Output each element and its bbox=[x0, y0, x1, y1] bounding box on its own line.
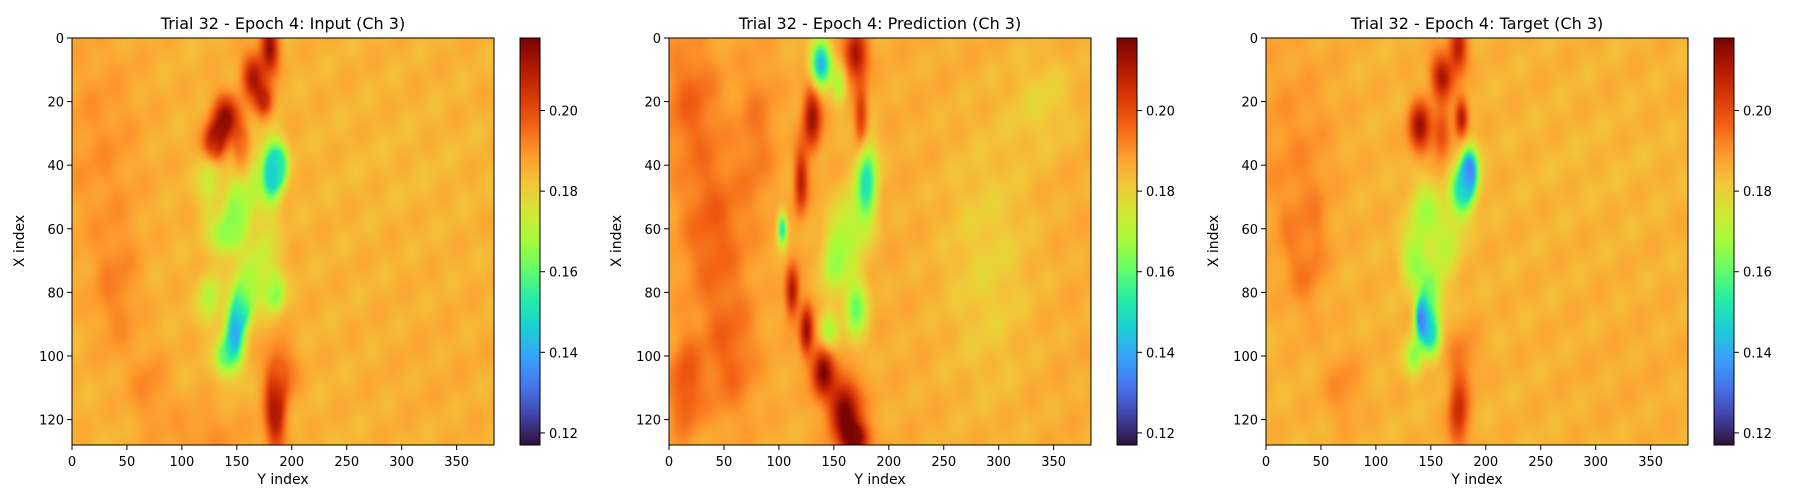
colorbar-ticks: 0.12 0.14 0.16 0.18 0.20 bbox=[1137, 105, 1175, 442]
x-tick-label: 150 bbox=[821, 455, 846, 470]
colorbar-tick-label: 0.20 bbox=[549, 105, 578, 120]
y-tick-label: 100 bbox=[1233, 350, 1258, 365]
colorbar-tick-label: 0.16 bbox=[1146, 266, 1175, 281]
x-tick-label: 200 bbox=[1473, 455, 1498, 470]
y-tick-label: 80 bbox=[644, 286, 661, 301]
x-tick-label: 250 bbox=[334, 455, 359, 470]
x-tick-label: 300 bbox=[986, 455, 1011, 470]
x-tick-label: 350 bbox=[1041, 455, 1066, 470]
x-tick-label: 350 bbox=[444, 455, 469, 470]
y-tick-label: 20 bbox=[644, 96, 661, 111]
y-tick-label: 0 bbox=[1250, 32, 1258, 47]
y-tick-label: 120 bbox=[1233, 414, 1258, 429]
y-tick-label: 0 bbox=[56, 32, 64, 47]
x-tick-label: 100 bbox=[766, 455, 791, 470]
y-tick-label: 100 bbox=[636, 350, 661, 365]
colorbar-image bbox=[1714, 38, 1734, 445]
y-axis-ticks: 0 20 40 60 80 100 120 bbox=[636, 32, 669, 429]
x-tick-label: 300 bbox=[1583, 455, 1608, 470]
panel-title: Trial 32 - Epoch 4: Prediction (Ch 3) bbox=[738, 14, 1021, 33]
colorbar-tick-label: 0.20 bbox=[1743, 105, 1772, 120]
panel-target: Trial 32 - Epoch 4: Target (Ch 3) 0 50 100… bbox=[1206, 14, 1772, 488]
heatmap-image bbox=[72, 38, 494, 445]
colorbar-tick-label: 0.12 bbox=[1743, 427, 1772, 442]
y-tick-label: 60 bbox=[644, 223, 661, 238]
x-axis-ticks: 0 50 100 150 200 250 300 350 bbox=[1262, 445, 1663, 470]
colorbar-tick-label: 0.16 bbox=[549, 266, 578, 281]
y-axis-label: X index bbox=[1206, 215, 1222, 267]
y-tick-label: 20 bbox=[1241, 96, 1258, 111]
colorbar-ticks: 0.12 0.14 0.16 0.18 0.20 bbox=[1734, 105, 1772, 442]
panel-input: Trial 32 - Epoch 4: Input (Ch 3) 0 50 100 1… bbox=[12, 14, 578, 488]
y-tick-label: 60 bbox=[1241, 223, 1258, 238]
colorbar-tick-label: 0.20 bbox=[1146, 105, 1175, 120]
y-tick-label: 80 bbox=[47, 286, 64, 301]
y-axis-label: X index bbox=[12, 215, 28, 267]
x-tick-label: 100 bbox=[169, 455, 194, 470]
heatmap-image bbox=[669, 38, 1091, 445]
x-tick-label: 50 bbox=[1313, 455, 1330, 470]
colorbar-tick-label: 0.12 bbox=[549, 427, 578, 442]
colorbar-image bbox=[520, 38, 540, 445]
colorbar-tick-label: 0.14 bbox=[1146, 346, 1175, 361]
y-tick-label: 120 bbox=[636, 414, 661, 429]
y-tick-label: 0 bbox=[653, 32, 661, 47]
panel-prediction: Trial 32 - Epoch 4: Prediction (Ch 3) 0 5… bbox=[609, 14, 1175, 488]
x-tick-label: 0 bbox=[1262, 455, 1270, 470]
y-axis-ticks: 0 20 40 60 80 100 120 bbox=[39, 32, 72, 429]
y-axis-label: X index bbox=[609, 215, 625, 267]
x-axis-label: Y index bbox=[1450, 472, 1502, 488]
plot-frame bbox=[1265, 37, 1689, 446]
colorbar-tick-label: 0.18 bbox=[549, 185, 578, 200]
x-tick-label: 350 bbox=[1638, 455, 1663, 470]
x-tick-label: 300 bbox=[389, 455, 414, 470]
colorbar-tick-label: 0.12 bbox=[1146, 427, 1175, 442]
x-tick-label: 50 bbox=[716, 455, 733, 470]
panel-title: Trial 32 - Epoch 4: Target (Ch 3) bbox=[1350, 14, 1603, 33]
y-tick-label: 60 bbox=[47, 223, 64, 238]
y-tick-label: 20 bbox=[47, 96, 64, 111]
panel-title: Trial 32 - Epoch 4: Input (Ch 3) bbox=[160, 14, 405, 33]
x-tick-label: 200 bbox=[279, 455, 304, 470]
x-tick-label: 50 bbox=[119, 455, 136, 470]
plot-frame bbox=[71, 37, 495, 446]
colorbar-tick-label: 0.16 bbox=[1743, 266, 1772, 281]
colorbar-tick-label: 0.18 bbox=[1146, 185, 1175, 200]
y-tick-label: 40 bbox=[1241, 159, 1258, 174]
colorbar-tick-label: 0.14 bbox=[549, 346, 578, 361]
colorbar-tick-label: 0.18 bbox=[1743, 185, 1772, 200]
y-tick-label: 40 bbox=[644, 159, 661, 174]
colorbar-frame bbox=[1713, 37, 1735, 446]
x-tick-label: 250 bbox=[1528, 455, 1553, 470]
heatmap-image bbox=[1266, 38, 1688, 445]
colorbar-frame bbox=[1116, 37, 1138, 446]
y-tick-label: 80 bbox=[1241, 286, 1258, 301]
colorbar-image bbox=[1117, 38, 1137, 445]
colorbar-tick-label: 0.14 bbox=[1743, 346, 1772, 361]
y-tick-label: 120 bbox=[39, 414, 64, 429]
plot-frame bbox=[668, 37, 1092, 446]
x-axis-ticks: 0 50 100 150 200 250 300 350 bbox=[665, 445, 1066, 470]
y-tick-label: 100 bbox=[39, 350, 64, 365]
colorbar-ticks: 0.12 0.14 0.16 0.18 0.20 bbox=[540, 105, 578, 442]
x-tick-label: 150 bbox=[1418, 455, 1443, 470]
x-axis-label: Y index bbox=[256, 472, 308, 488]
colorbar-frame bbox=[519, 37, 541, 446]
y-tick-label: 40 bbox=[47, 159, 64, 174]
x-tick-label: 150 bbox=[224, 455, 249, 470]
x-axis-label: Y index bbox=[853, 472, 905, 488]
x-tick-label: 0 bbox=[665, 455, 673, 470]
x-axis-ticks: 0 50 100 150 200 250 300 350 bbox=[68, 445, 469, 470]
x-tick-label: 250 bbox=[931, 455, 956, 470]
x-tick-label: 100 bbox=[1363, 455, 1388, 470]
x-tick-label: 200 bbox=[876, 455, 901, 470]
y-axis-ticks: 0 20 40 60 80 100 120 bbox=[1233, 32, 1266, 429]
x-tick-label: 0 bbox=[68, 455, 76, 470]
